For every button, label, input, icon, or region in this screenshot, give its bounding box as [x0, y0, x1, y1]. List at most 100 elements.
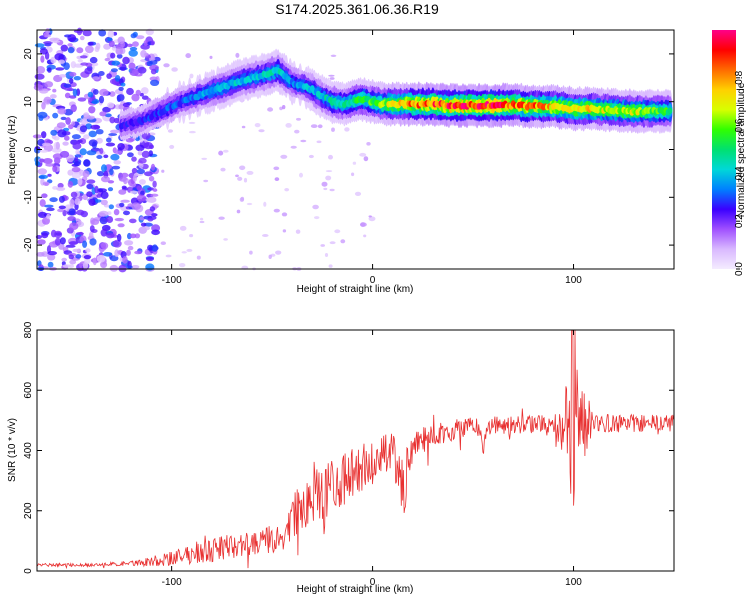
noise-blob	[131, 156, 137, 162]
noise-blob	[126, 249, 131, 256]
noise-blob	[324, 253, 329, 257]
noise-blob	[317, 124, 323, 129]
noise-blob	[135, 89, 141, 96]
noise-blob	[118, 86, 124, 91]
noise-blob	[149, 57, 156, 61]
noise-blob	[69, 72, 77, 77]
noise-blob	[58, 195, 65, 203]
noise-blob	[299, 172, 303, 178]
noise-blob	[258, 129, 265, 133]
noise-blob	[44, 81, 54, 88]
noise-blob	[88, 106, 96, 114]
snr-panel: -100 0 100 0 200 400 600 800 Height of straigh…	[7, 321, 675, 595]
noise-blob	[279, 106, 283, 111]
noise-blob	[50, 229, 57, 238]
noise-blob	[108, 133, 118, 136]
noise-blob	[218, 150, 224, 156]
noise-blob	[79, 125, 88, 133]
noise-blob	[235, 174, 239, 178]
noise-blob	[39, 48, 48, 55]
noise-blob	[294, 129, 300, 134]
noise-blob	[329, 77, 335, 80]
noise-blob	[147, 217, 154, 222]
noise-blob	[312, 204, 319, 210]
noise-blob	[69, 222, 79, 230]
noise-blob	[42, 181, 50, 186]
spectrogram-x-tick-label: 0	[370, 275, 376, 286]
noise-blob	[123, 210, 130, 216]
noise-blob	[151, 229, 161, 236]
noise-blob	[76, 47, 84, 54]
noise-blob	[254, 123, 261, 128]
noise-blob	[82, 240, 88, 248]
noise-blob	[150, 79, 160, 87]
noise-blob	[268, 254, 272, 259]
noise-blob	[141, 150, 150, 158]
noise-blob	[139, 179, 146, 185]
noise-blob	[86, 191, 93, 198]
colorbar-tick-label: 0.0	[734, 262, 745, 276]
noise-blob	[109, 168, 114, 176]
noise-blob	[58, 59, 65, 64]
noise-blob	[160, 241, 166, 245]
noise-blob	[87, 91, 94, 98]
colorbar-label: Normalized spectral amplitude	[736, 82, 747, 217]
noise-blob	[54, 53, 64, 61]
noise-blob	[218, 216, 225, 220]
noise-blob	[284, 188, 290, 192]
noise-blob	[109, 91, 116, 97]
noise-blob	[75, 149, 80, 155]
noise-blob	[61, 257, 67, 262]
noise-blob	[140, 44, 150, 50]
noise-blob	[37, 168, 47, 175]
noise-blob	[86, 183, 94, 190]
noise-blob	[67, 46, 75, 54]
noise-blob	[95, 42, 101, 50]
snr-y-label: SNR (10 * v/v)	[7, 418, 18, 482]
colorbar-ticks: 0.0 0.2 0.4 0.6 0.8	[734, 70, 745, 276]
noise-blob	[52, 165, 58, 173]
noise-blob	[110, 129, 120, 134]
noise-blob	[75, 232, 84, 236]
spectrogram-x-label: Height of straight line (km)	[297, 284, 414, 295]
noise-blob	[63, 34, 72, 38]
noise-blob	[263, 201, 267, 207]
noise-blob	[282, 105, 286, 110]
noise-blob	[316, 140, 322, 144]
noise-blob	[118, 189, 127, 195]
noise-blob	[49, 197, 58, 203]
noise-blob	[140, 190, 145, 196]
noise-blob	[92, 76, 100, 80]
noise-blob	[120, 82, 126, 87]
noise-blob	[99, 216, 108, 225]
noise-blob	[82, 170, 90, 178]
noise-blob	[46, 245, 52, 254]
noise-blob	[33, 84, 44, 91]
noise-blob	[57, 129, 67, 138]
snr-x-tick-label: 0	[370, 577, 376, 588]
noise-blob	[88, 97, 93, 103]
noise-blob	[96, 155, 103, 159]
noise-blob	[63, 83, 72, 88]
noise-blob	[69, 199, 75, 207]
noise-blob	[110, 52, 116, 59]
noise-blob	[59, 237, 66, 245]
noise-blob	[223, 238, 228, 241]
noise-blob	[116, 53, 123, 59]
noise-blob	[117, 36, 125, 45]
noise-blob	[328, 154, 333, 160]
noise-blob	[107, 30, 115, 38]
noise-blob	[203, 179, 209, 183]
noise-blob	[267, 107, 274, 112]
noise-blob	[49, 37, 58, 42]
noise-blob	[117, 143, 125, 151]
noise-blob	[120, 172, 129, 178]
noise-blob	[56, 186, 66, 191]
noise-blob	[55, 141, 60, 150]
noise-blob	[290, 145, 297, 149]
noise-blob	[323, 187, 328, 191]
noise-blob	[101, 164, 107, 173]
spectrogram-x-tick-label: 100	[565, 275, 582, 286]
noise-blob	[140, 226, 151, 231]
noise-blob	[71, 171, 82, 179]
